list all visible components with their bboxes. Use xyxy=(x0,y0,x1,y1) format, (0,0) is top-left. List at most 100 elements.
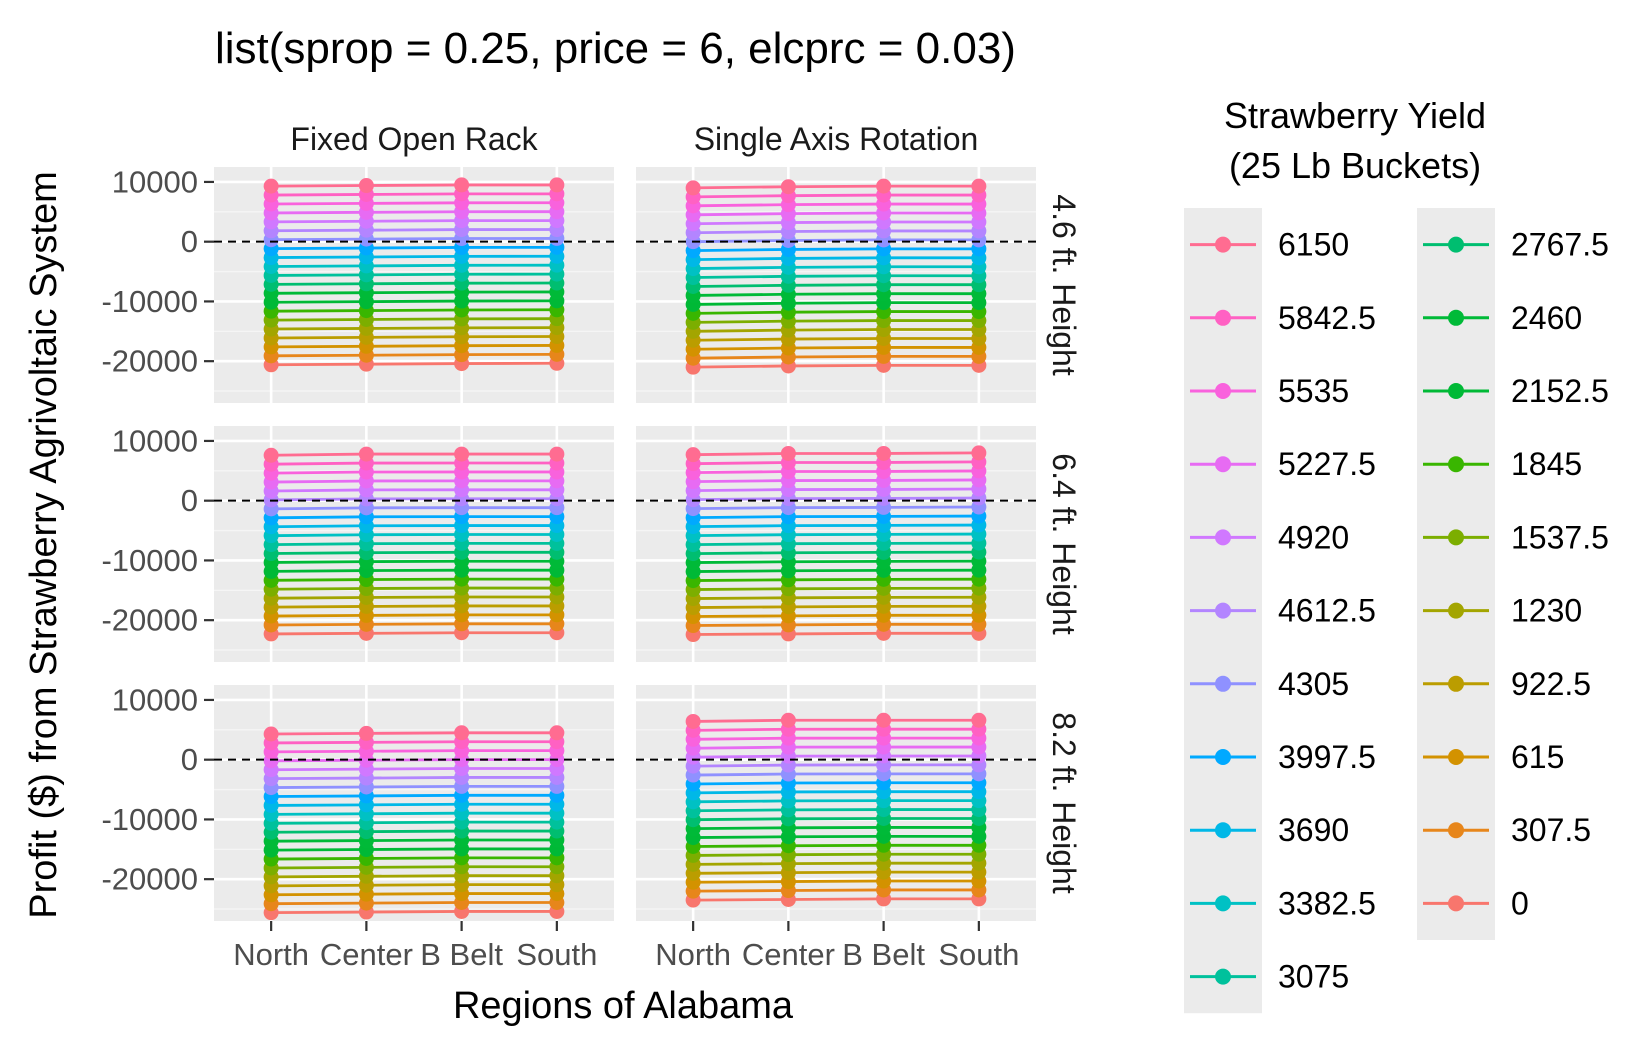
data-point xyxy=(263,178,279,194)
legend-item-5227-5: 5227.5 xyxy=(1190,446,1376,482)
series-line-0 xyxy=(693,363,979,369)
series-line-4305 xyxy=(693,505,979,511)
data-point xyxy=(549,446,565,462)
legend-label: 0 xyxy=(1511,885,1529,921)
series-line-1230 xyxy=(271,326,557,331)
facet-label-8-2-ft-height: 8.2 ft. Height xyxy=(1046,712,1082,894)
series-line-0 xyxy=(693,897,979,902)
series-line-2767-5 xyxy=(693,283,979,288)
legend-item-3997-5: 3997.5 xyxy=(1190,739,1376,775)
series-line-307-5 xyxy=(693,622,979,627)
series-line-6150 xyxy=(271,731,557,736)
legend-swatch-point xyxy=(1448,602,1464,619)
series-line-1537-5 xyxy=(693,852,979,857)
series-line-3997-5 xyxy=(271,245,557,251)
series-line-4920 xyxy=(693,220,979,226)
x-tick-label: Center xyxy=(320,937,413,972)
series-line-4612-5 xyxy=(271,228,557,233)
legend-label: 6150 xyxy=(1278,227,1349,263)
series-line-5535 xyxy=(271,470,557,475)
legend-label: 922.5 xyxy=(1511,666,1591,702)
series-line-4920 xyxy=(693,487,979,493)
legend-label: 3382.5 xyxy=(1278,885,1376,921)
facet-label-6-4-ft-height: 6.4 ft. Height xyxy=(1046,453,1082,635)
legend-label: 2460 xyxy=(1511,300,1582,336)
series-line-2152-5 xyxy=(693,834,979,839)
series-line-615 xyxy=(271,344,557,349)
facet-panels: Fixed Open Rack Single Axis Rotation 4.6 f… xyxy=(101,121,1082,972)
y-tick-label: -10000 xyxy=(101,802,198,837)
series-line-1537-5 xyxy=(693,319,979,324)
data-point xyxy=(454,177,470,193)
legend-item-3382-5: 3382.5 xyxy=(1190,885,1376,921)
data-point xyxy=(263,447,279,463)
legend-item-922-5: 922.5 xyxy=(1423,666,1591,702)
legend-item-4305: 4305 xyxy=(1190,666,1349,702)
legend-label: 5227.5 xyxy=(1278,446,1376,482)
legend-item-5535: 5535 xyxy=(1190,373,1349,409)
series-line-307-5 xyxy=(271,622,557,627)
data-point xyxy=(876,178,892,194)
legend-label: 4920 xyxy=(1278,519,1349,555)
legend: Strawberry Yield(25 Lb Buckets)61505842.… xyxy=(1184,95,1609,1014)
x-tick-label: South xyxy=(516,937,597,972)
series-line-4305 xyxy=(693,772,979,777)
legend-item-5842-5: 5842.5 xyxy=(1190,300,1376,336)
series-line-6150 xyxy=(693,718,979,723)
chart-title: list(sprop = 0.25, price = 6, elcprc = 0… xyxy=(215,24,1016,73)
legend-key-background xyxy=(1417,208,1495,940)
legend-label: 1537.5 xyxy=(1511,519,1609,555)
series-line-3075 xyxy=(693,808,979,813)
legend-swatch-point xyxy=(1215,456,1231,473)
series-line-2460 xyxy=(693,826,979,831)
series-line-4612-5 xyxy=(271,776,557,781)
series-line-2767-5 xyxy=(693,550,979,555)
legend-label: 2767.5 xyxy=(1511,227,1609,263)
series-line-922-5 xyxy=(271,335,557,340)
data-point xyxy=(685,180,701,196)
legend-swatch-point xyxy=(1448,675,1464,692)
series-line-0 xyxy=(271,910,557,915)
series-line-922-5 xyxy=(693,604,979,609)
series-line-307-5 xyxy=(271,901,557,906)
series-line-5842-5 xyxy=(271,461,557,466)
series-line-5842-5 xyxy=(693,193,979,199)
series-line-4305 xyxy=(271,237,557,242)
legend-label: 3690 xyxy=(1278,812,1349,848)
series-line-1845 xyxy=(271,856,557,861)
series-line-1230 xyxy=(693,595,979,600)
legend-label: 5535 xyxy=(1278,373,1349,409)
x-tick-label: South xyxy=(938,937,1019,972)
series-line-4920 xyxy=(693,754,979,759)
series-line-1537-5 xyxy=(693,586,979,591)
series-line-1537-5 xyxy=(271,865,557,870)
series-line-6150 xyxy=(271,183,557,188)
series-line-5535 xyxy=(693,202,979,208)
data-point xyxy=(549,725,565,741)
panel-fixed-open-rack-4-6-ft-height xyxy=(214,167,614,403)
series-line-2767-5 xyxy=(693,817,979,822)
series-line-6150 xyxy=(693,451,979,457)
series-line-3690 xyxy=(693,256,979,262)
legend-swatch-point xyxy=(1215,383,1231,399)
data-point xyxy=(780,179,796,195)
series-line-3997-5 xyxy=(271,515,557,520)
series-line-1845 xyxy=(693,310,979,315)
series-line-2460 xyxy=(271,559,557,564)
series-line-4612-5 xyxy=(693,763,979,768)
series-line-1230 xyxy=(271,874,557,879)
series-line-3075 xyxy=(271,820,557,825)
series-line-3997-5 xyxy=(271,793,557,798)
series-line-5227-5 xyxy=(693,478,979,484)
series-line-5535 xyxy=(271,749,557,754)
legend-swatch-point xyxy=(1448,822,1464,839)
legend-item-1537-5: 1537.5 xyxy=(1423,519,1609,555)
x-tick-label: North xyxy=(655,937,731,972)
series-line-4920 xyxy=(271,219,557,224)
legend-swatch-point xyxy=(1215,309,1231,326)
legend-item-1230: 1230 xyxy=(1423,593,1582,629)
legend-item-0: 0 xyxy=(1423,885,1529,921)
series-line-3075 xyxy=(271,542,557,546)
series-line-3997-5 xyxy=(693,514,979,520)
series-line-3382-5 xyxy=(693,532,979,538)
